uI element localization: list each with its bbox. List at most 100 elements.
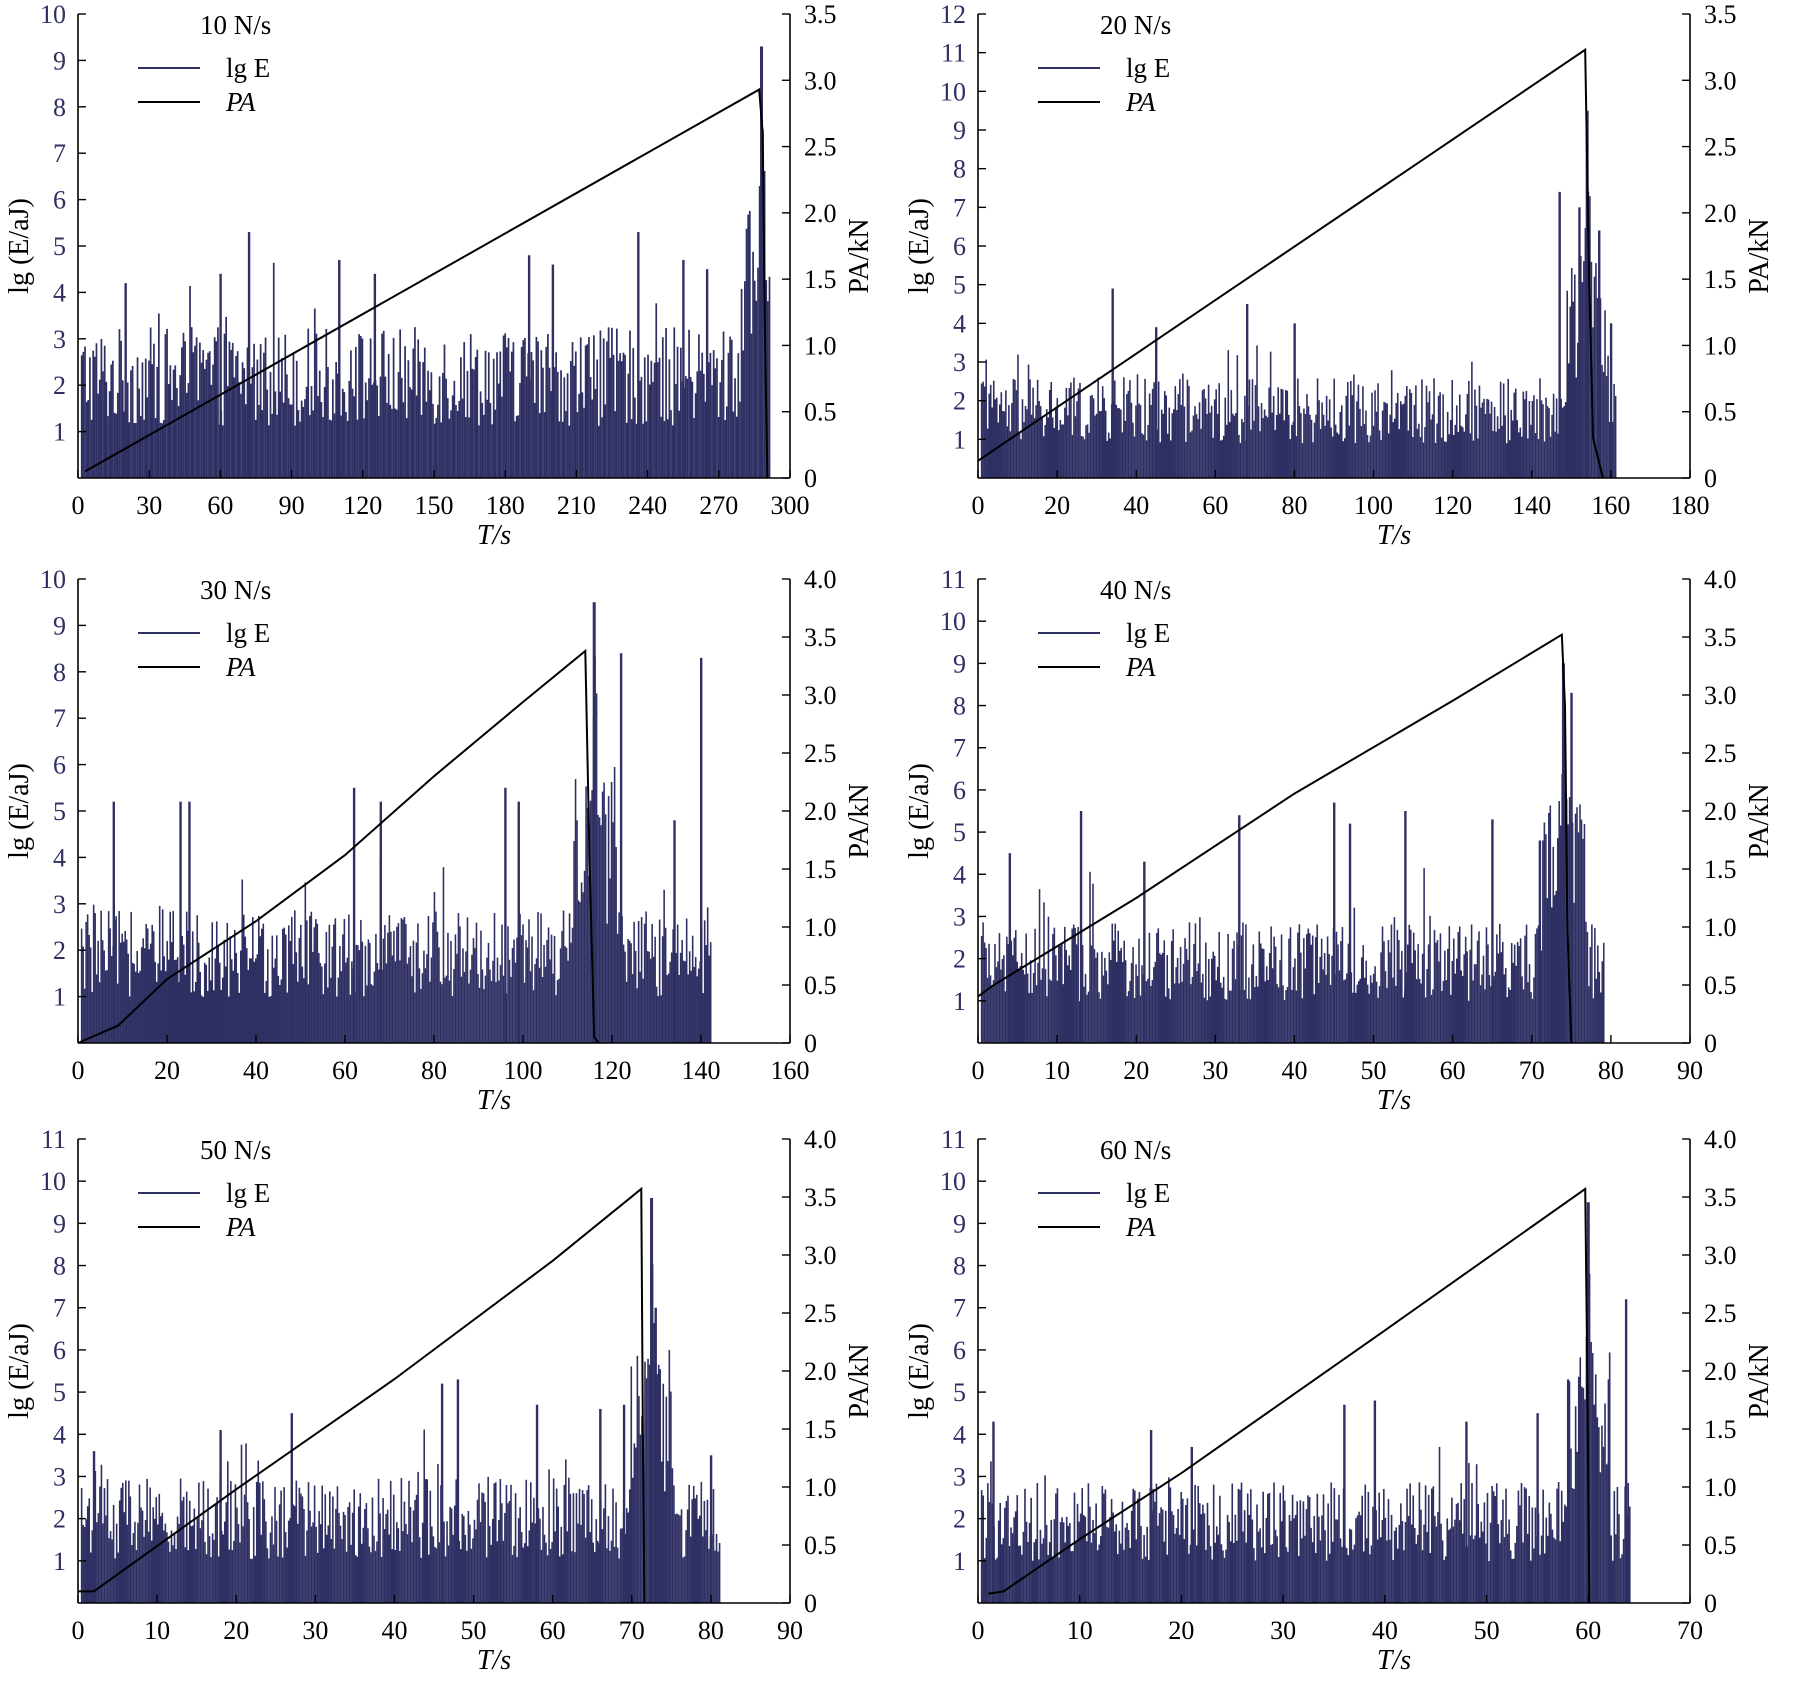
chart-svg: 0 10 20 30 40 50 60 70 80 90123456789101100.51.01… [904, 565, 1775, 1116]
energy-bar [309, 915, 311, 1043]
energy-bar [1262, 948, 1265, 1043]
energy-bar [522, 924, 524, 1043]
energy-bar [169, 1551, 171, 1603]
energy-bar [1347, 382, 1349, 478]
energy-bar [1334, 424, 1337, 478]
energy-bar [446, 398, 449, 478]
energy-bar [1218, 932, 1220, 1043]
energy-bar [1039, 406, 1042, 478]
energy-bar [604, 1484, 607, 1603]
energy-bar [1573, 274, 1576, 478]
energy-bar [1186, 379, 1189, 478]
energy-bar [82, 1525, 84, 1603]
energy-bar [174, 365, 177, 478]
energy-bar [1035, 985, 1038, 1043]
energy-bar [1540, 950, 1543, 1043]
energy-bar [405, 418, 408, 478]
energy-bar [249, 1558, 252, 1603]
energy-bar [405, 923, 407, 1043]
energy-bar [1126, 393, 1128, 478]
energy-bar [207, 352, 209, 478]
energy-bar [1268, 1492, 1271, 1603]
energy-bar [1044, 1475, 1046, 1603]
energy-bar [1170, 941, 1173, 1043]
energy-bar [397, 923, 400, 1043]
energy-bar [484, 975, 487, 1043]
energy-bar [1222, 1550, 1224, 1603]
energy-bar [1504, 415, 1506, 478]
energy-bar [1429, 1553, 1432, 1603]
energy-bar [230, 1481, 232, 1603]
energy-bar [525, 940, 527, 1043]
energy-bar [1406, 944, 1409, 1043]
x-tick-label: 160 [1591, 491, 1630, 520]
energy-bar [1318, 1516, 1320, 1603]
energy-bar [1053, 1519, 1056, 1603]
energy-bar [1121, 1501, 1124, 1603]
energy-bar [378, 969, 380, 1043]
energy-bar [1502, 383, 1505, 478]
energy-bar [1241, 418, 1243, 478]
energy-bar [139, 970, 141, 1043]
energy-bar [1277, 987, 1280, 1043]
energy-bar [663, 1491, 666, 1603]
energy-bar [1565, 1506, 1568, 1603]
energy-bar [402, 919, 404, 1043]
energy-bar [1484, 989, 1486, 1043]
energy-bar [197, 400, 200, 478]
energy-bar [1136, 975, 1139, 1043]
energy-bar [693, 417, 695, 478]
energy-bar [1328, 953, 1330, 1043]
energy-bar [675, 384, 677, 478]
energy-bar [1169, 1487, 1172, 1603]
energy-bar [645, 1378, 648, 1603]
x-tick-label: 90 [777, 1616, 803, 1645]
axes-frame [77, 1139, 791, 1604]
energy-bar [1451, 380, 1454, 478]
energy-bar [1135, 1539, 1138, 1603]
energy-bar [1103, 398, 1105, 478]
energy-bar [211, 1533, 214, 1603]
energy-bar [1524, 935, 1526, 1043]
y-right-axis-title: PA/kN [1744, 1343, 1775, 1418]
energy-bar [1141, 965, 1143, 1043]
energy-bar [453, 380, 456, 478]
energy-bar [1225, 999, 1228, 1043]
energy-bar [460, 976, 463, 1043]
energy-bar [1601, 1425, 1603, 1603]
energy-bar [411, 976, 413, 1043]
energy-bar [550, 934, 553, 1043]
energy-bar [220, 989, 223, 1043]
energy-bar [982, 922, 984, 1043]
energy-bar [1073, 1492, 1076, 1603]
energy-bar [84, 346, 86, 478]
energy-bar [980, 936, 983, 1043]
energy-bar [139, 416, 142, 478]
energy-bar [1072, 924, 1075, 1043]
energy-bar [609, 357, 612, 478]
energy-bar [98, 982, 101, 1043]
energy-bar [607, 796, 610, 1043]
energy-bar [409, 946, 412, 1043]
energy-bar [1437, 1511, 1439, 1603]
energy-bar [583, 870, 586, 1043]
energy-bar [1267, 980, 1269, 1043]
y-right-axis-title: PA/kN [1744, 783, 1775, 858]
energy-bar [1306, 934, 1308, 1043]
energy-bar [672, 929, 674, 1043]
energy-bar [1533, 395, 1535, 478]
energy-bar [83, 988, 86, 1043]
energy-bar [1472, 440, 1475, 478]
energy-bar [1499, 923, 1501, 1043]
energy-bar [1263, 409, 1266, 478]
energy-bar [279, 985, 281, 1043]
y-left-tick-label: 8 [953, 155, 966, 184]
energy-bar [1474, 1535, 1476, 1603]
energy-bar [323, 387, 326, 478]
energy-bar [1564, 402, 1567, 478]
energy-bar [420, 988, 422, 1043]
energy-bar [172, 369, 175, 478]
energy-bar [1167, 988, 1170, 1043]
energy-bar [1192, 1529, 1195, 1603]
energy-bar [510, 351, 513, 478]
